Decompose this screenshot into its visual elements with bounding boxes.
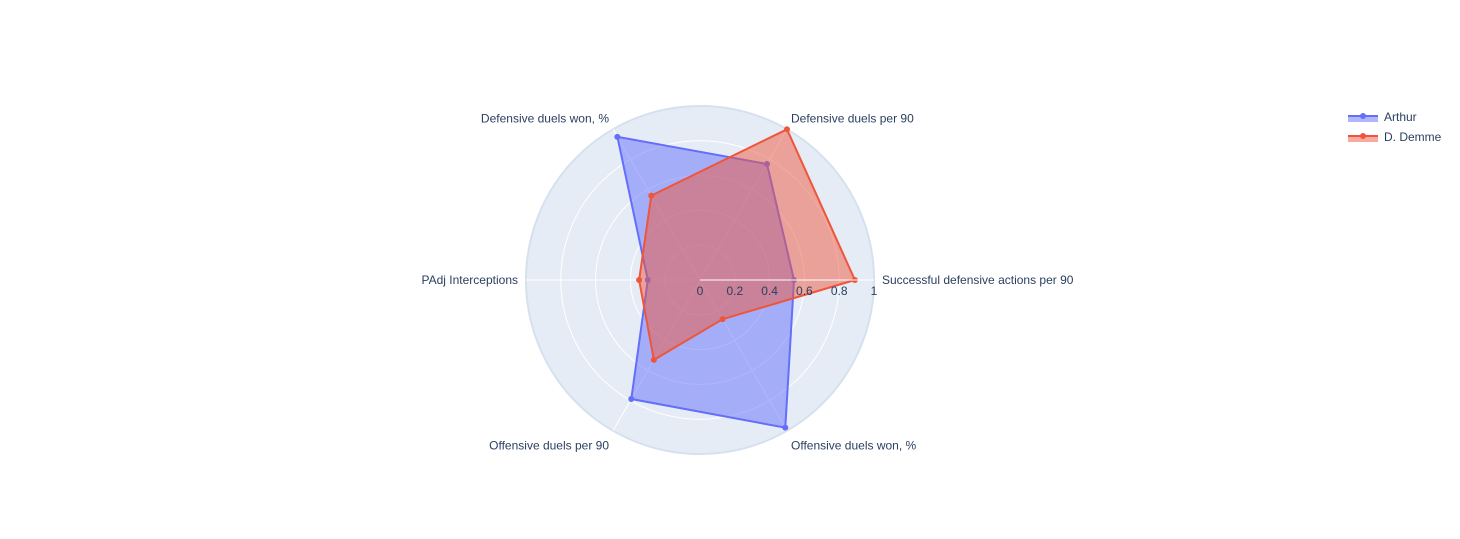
- legend-label: Arthur: [1384, 110, 1417, 124]
- radial-tick-label: 0.8: [831, 284, 848, 298]
- radial-tick-label: 0.6: [796, 284, 813, 298]
- data-point: [636, 277, 643, 283]
- angular-axis-label: PAdj Interceptions: [422, 273, 519, 287]
- legend: Arthur D. Demme: [1348, 110, 1442, 144]
- data-point: [782, 424, 789, 431]
- series-d-demme: [636, 126, 858, 363]
- data-point: [719, 316, 726, 323]
- angular-axis-label: Offensive duels per 90: [489, 439, 609, 453]
- radial-tick-label: 0.2: [726, 284, 743, 298]
- radial-tick-label: 1: [871, 284, 878, 298]
- angular-axis-label: Offensive duels won, %: [791, 439, 917, 453]
- radial-tick-label: 0: [697, 284, 704, 298]
- data-point: [628, 396, 635, 403]
- data-point: [614, 133, 621, 140]
- legend-marker: [1360, 133, 1366, 139]
- angular-axis-label: Defensive duels won, %: [481, 111, 609, 125]
- radial-tick-label: 0.4: [761, 284, 778, 298]
- data-point: [784, 126, 790, 133]
- radial-axis: 0 0.2 0.4 0.6 0.8 1: [697, 279, 878, 298]
- legend-marker: [1360, 113, 1366, 119]
- angular-axis-labels: Successful defensive actions per 90 Defen…: [422, 111, 1074, 452]
- angular-axis-label: Defensive duels per 90: [791, 111, 914, 125]
- data-point: [650, 356, 657, 363]
- legend-item[interactable]: Arthur: [1348, 110, 1417, 124]
- series-layer: [614, 126, 858, 431]
- legend-label: D. Demme: [1384, 130, 1442, 144]
- legend-item[interactable]: D. Demme: [1348, 130, 1442, 144]
- data-point: [648, 192, 655, 199]
- angular-axis-label: Successful defensive actions per 90: [882, 273, 1074, 287]
